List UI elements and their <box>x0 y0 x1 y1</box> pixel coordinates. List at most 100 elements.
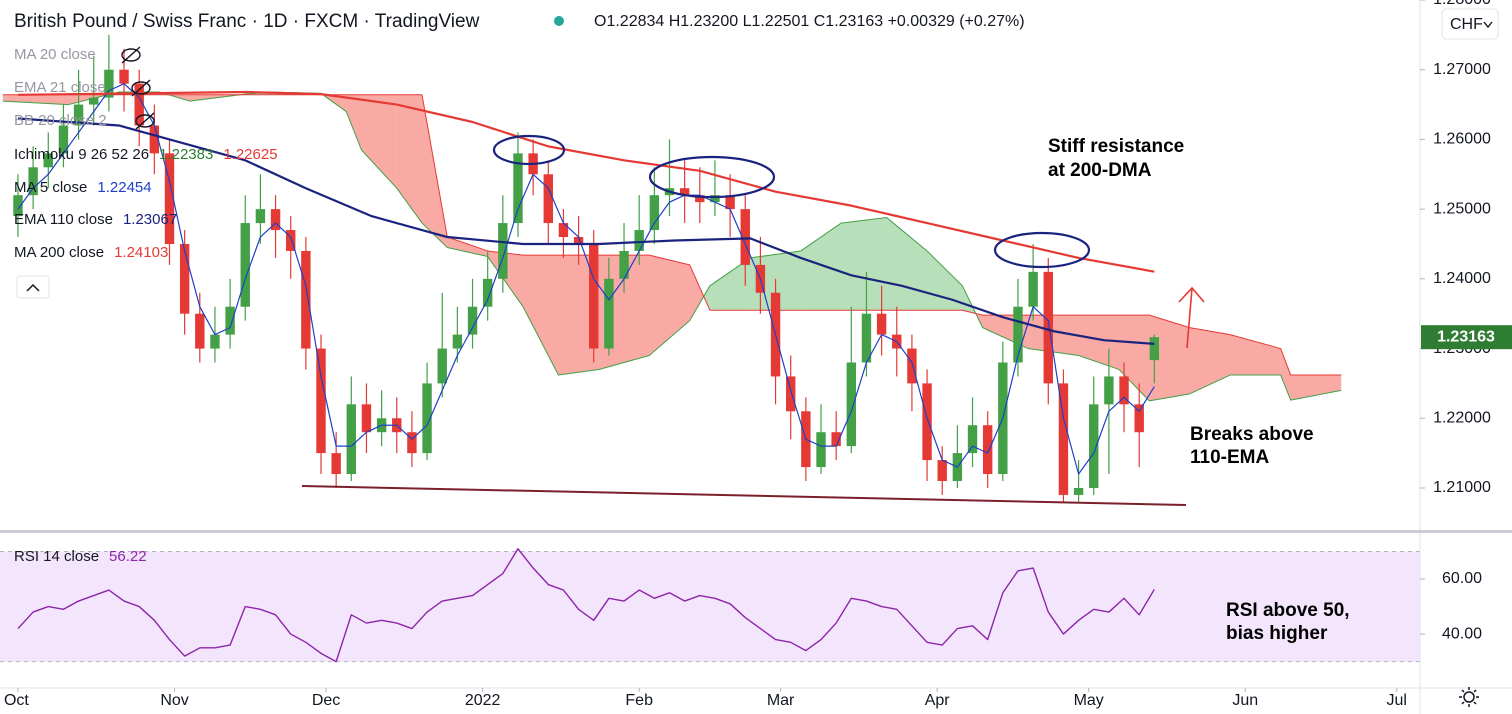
x-tick-label: Dec <box>312 692 340 709</box>
legend-entry[interactable]: MA 20 close <box>14 46 96 63</box>
legend-name: MA 5 close <box>14 179 87 196</box>
candle-body <box>922 383 932 461</box>
candle-body <box>1058 383 1069 495</box>
cloud <box>841 217 887 311</box>
overlay-line <box>17 117 1155 345</box>
candle-body <box>937 460 947 481</box>
legend-entry[interactable]: EMA 21 close <box>14 79 106 96</box>
ohlc: O1.22834 H1.23200 L1.22501 C1.23163 +0.0… <box>594 13 1025 30</box>
x-tick-label: Oct <box>4 692 29 709</box>
candle-body <box>634 230 644 251</box>
legend-value: 56.22 <box>109 548 147 565</box>
last-price-box <box>1421 325 1512 350</box>
legend-entry[interactable]: MA 200 close 1.24103 <box>14 244 168 261</box>
candle-body <box>589 243 599 349</box>
cloud <box>361 94 397 189</box>
candle-body <box>1043 271 1053 384</box>
candle-body <box>407 432 417 454</box>
last-price: 1.23163 <box>1437 328 1495 345</box>
candle-body <box>437 348 447 384</box>
cloud <box>2 94 69 105</box>
candle-body <box>725 195 735 210</box>
cloud <box>346 94 362 150</box>
support-trendline <box>301 485 1187 506</box>
candle-body <box>210 334 220 349</box>
cloud <box>1189 327 1231 394</box>
rsi-tick-label: 60.00 <box>1442 570 1482 587</box>
x-tick-label: Apr <box>925 692 951 709</box>
candle-body <box>104 69 114 98</box>
dropdown-icon <box>1483 21 1493 29</box>
y-tick-label: 1.25000 <box>1433 200 1491 217</box>
legend-entry[interactable]: Ichimoku 9 26 52 26 1.22383 1.22625 <box>14 146 278 163</box>
candle-body <box>967 425 978 454</box>
candle-body <box>13 195 23 217</box>
legend-name: Ichimoku 9 26 52 26 <box>14 146 149 163</box>
candle-body <box>543 174 553 224</box>
cloud <box>1149 315 1190 401</box>
legend-value: 1.23067 <box>123 211 177 228</box>
legend-value: 1.24103 <box>114 244 168 261</box>
candle-body <box>846 362 857 447</box>
legend-value: 1.22625 <box>223 146 277 163</box>
currency: CHF <box>1450 16 1483 33</box>
settings-icon[interactable] <box>1459 687 1479 707</box>
candle-body <box>179 243 190 314</box>
annotation: at 200-DMA <box>1048 160 1152 181</box>
candle-body <box>1119 376 1129 405</box>
candle-body <box>89 97 99 105</box>
annotation: Breaks above <box>1190 424 1314 445</box>
hidden-icons[interactable] <box>121 46 155 130</box>
candle-body <box>710 195 720 203</box>
rsi-legend[interactable]: RSI 14 close 56.22 <box>14 548 147 565</box>
cloud <box>689 264 704 321</box>
cloud <box>649 255 690 356</box>
candle-body <box>422 383 432 454</box>
x-tick-label: Feb <box>625 692 653 709</box>
rsi-line <box>17 548 1155 663</box>
candle-body <box>513 153 523 224</box>
annotation: Stiff resistance <box>1048 136 1184 157</box>
candle-body <box>195 313 205 349</box>
legend-value: 1.22454 <box>97 179 151 196</box>
rsi-tick-label: 40.00 <box>1442 625 1482 642</box>
x-tick-label: May <box>1074 692 1104 709</box>
cloud <box>886 217 928 311</box>
currency-button[interactable] <box>1441 8 1499 40</box>
candle-body <box>270 209 281 231</box>
y-tick-label: 1.24000 <box>1433 270 1491 287</box>
annotation: RSI above 50, <box>1226 600 1350 621</box>
candle-body <box>119 69 129 84</box>
legend-entry[interactable]: BB 20 close 2 <box>14 112 107 129</box>
x-tick-label: Mar <box>767 692 795 709</box>
legend-entry[interactable]: EMA 110 close 1.23067 <box>14 211 177 228</box>
candle-body <box>1149 337 1160 361</box>
annotation-shapes <box>301 134 1205 506</box>
candle-body <box>498 223 508 279</box>
cloud <box>709 257 751 311</box>
candle-body <box>876 313 887 335</box>
overlay-line <box>17 83 1155 475</box>
chart-title: British Pound / Swiss Franc · 1D · FXCM … <box>14 11 480 32</box>
y-tick-label: 1.27000 <box>1433 61 1491 78</box>
arrow <box>1186 287 1193 349</box>
rsi-pane <box>0 548 1420 663</box>
candle-body <box>786 376 796 412</box>
y-tick-label: 1.26000 <box>1433 131 1491 148</box>
collapse-button[interactable] <box>16 275 50 299</box>
candle-body <box>831 432 841 447</box>
candle-body <box>28 167 38 196</box>
legend-value: 1.22383 <box>159 146 213 163</box>
arrow-head <box>1178 286 1205 303</box>
candle-body <box>1104 376 1114 405</box>
candle-body <box>907 348 917 384</box>
y-tick-label: 1.21000 <box>1433 479 1491 496</box>
candle-body <box>134 83 144 126</box>
legend-entry[interactable]: MA 5 close 1.22454 <box>14 179 152 196</box>
span-b <box>2 94 1342 376</box>
candle-body <box>1028 271 1038 307</box>
cloud <box>703 285 710 311</box>
legend-name: EMA 110 close <box>14 211 113 228</box>
candle-body <box>361 404 372 433</box>
